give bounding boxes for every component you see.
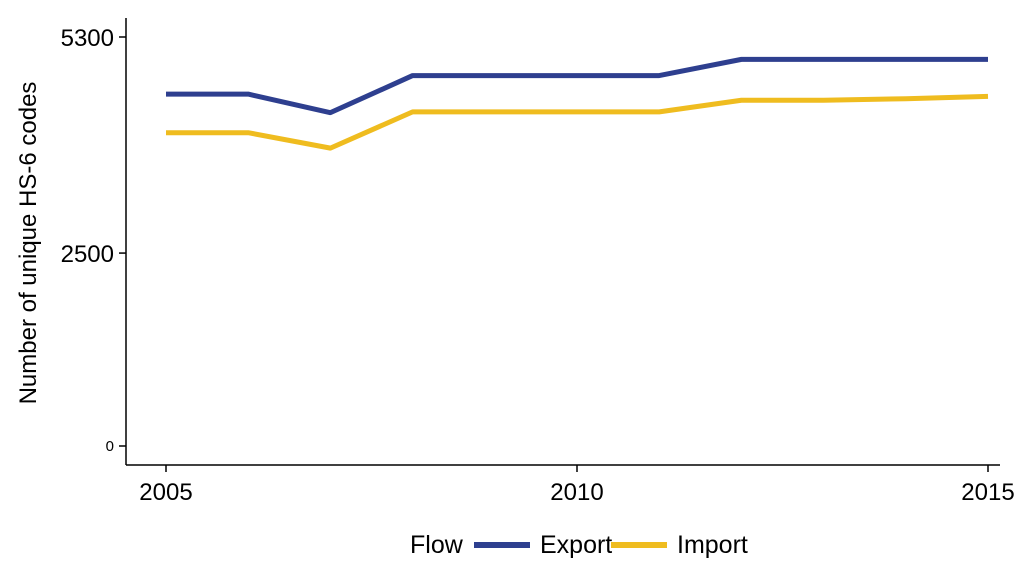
y-tick-label: 2500 bbox=[61, 241, 114, 268]
series-line-import bbox=[166, 93, 989, 151]
legend-label-export: Export bbox=[540, 531, 612, 559]
series-lines bbox=[166, 56, 989, 151]
x-tick-label: 2005 bbox=[139, 479, 192, 506]
series-line-export bbox=[166, 56, 988, 116]
legend-items: Export Import bbox=[474, 531, 748, 559]
x-ticks: 2005 2010 2015 bbox=[139, 465, 1015, 506]
x-tick-label: 2010 bbox=[550, 479, 603, 506]
axes bbox=[125, 18, 1000, 466]
y-tick-label: 5300 bbox=[61, 25, 114, 52]
legend: Flow Export Import bbox=[410, 531, 748, 559]
y-ticks: 0 2500 5300 bbox=[61, 25, 126, 455]
y-tick-label: 0 bbox=[106, 438, 114, 455]
y-axis-title: Number of unique HS-6 codes bbox=[15, 82, 42, 405]
legend-label-import: Import bbox=[677, 531, 748, 559]
legend-title: Flow bbox=[410, 531, 464, 559]
x-tick-label: 2015 bbox=[961, 479, 1014, 506]
